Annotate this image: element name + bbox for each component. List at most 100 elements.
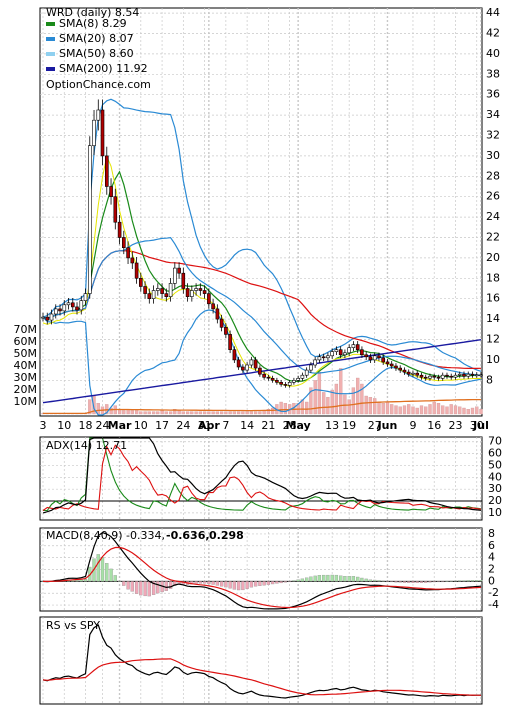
macd-grid (40, 528, 482, 611)
macd-histogram-bar (258, 581, 262, 586)
macd-signal-value: -0.636, (166, 529, 210, 542)
candle-body (92, 119, 96, 146)
volume-bar (194, 411, 198, 415)
volume-bar (419, 405, 424, 415)
legend-swatch (46, 67, 55, 71)
volume-bar (190, 411, 194, 415)
candle-body (224, 326, 228, 335)
candle-body (377, 355, 381, 359)
sma200-line (42, 339, 482, 404)
candle-body (130, 257, 135, 264)
volume-bar (130, 410, 134, 415)
volume-bar (228, 411, 232, 415)
volume-bar (368, 397, 373, 415)
macd-line (42, 531, 482, 610)
candle-body (389, 363, 394, 367)
candle-body (330, 351, 335, 357)
macd-histogram-bar (436, 581, 441, 583)
candle-body (279, 381, 283, 385)
macd-hist-value: 0.298 (209, 529, 244, 542)
volume-bar (215, 411, 220, 415)
macd-histogram-bar (343, 576, 347, 582)
legend-label: SMA(8) 8.29 (59, 17, 127, 30)
candle-body (88, 145, 92, 294)
candle-body (436, 376, 441, 379)
legend-swatch (46, 52, 55, 56)
candle-body (139, 277, 143, 287)
volume-bar (466, 409, 470, 415)
volume-bar (470, 407, 475, 415)
macd-histogram-bar (339, 575, 343, 582)
volume-bar (241, 411, 245, 415)
macd-histogram-bar (415, 581, 419, 583)
adx-title: ADX(14) 12.71 (46, 439, 127, 452)
volume-bar (185, 411, 190, 415)
candle-body (364, 354, 369, 358)
y-tick-label: 2 (488, 563, 495, 576)
volume-bars (41, 368, 483, 415)
macd-histogram-bar (424, 581, 428, 583)
volume-bar (143, 411, 147, 415)
legend-items: SMA(8) 8.29 SMA(20) 8.07 SMA(50) 8.60 SMA(2… (46, 17, 148, 75)
x-tick-label: 17 (155, 419, 169, 432)
volume-bar (402, 405, 407, 415)
y-tick-label: 10 (488, 506, 502, 519)
candle-body (406, 371, 411, 375)
candle-body (126, 247, 130, 259)
candle-body (300, 374, 305, 379)
candle-body (151, 290, 156, 299)
x-tick-label: 31 (198, 419, 212, 432)
volume-bar (317, 371, 322, 415)
macd-histogram-bar (139, 581, 143, 596)
candle-body (241, 366, 245, 371)
x-tick-label: 7 (222, 419, 229, 432)
macd-histogram-bar (288, 581, 292, 583)
macd-histogram-bar (470, 580, 475, 582)
candle-body (258, 367, 262, 375)
candle-body (156, 288, 160, 291)
candle-body (71, 302, 75, 308)
legend-swatch (46, 37, 55, 41)
macd-histogram-bar (347, 576, 351, 582)
y-tick-label: 32 (486, 129, 500, 142)
price-candles (41, 99, 483, 388)
macd-histogram-bar (241, 581, 245, 591)
rs-ma-line (42, 658, 482, 696)
macd-histogram-bar (109, 568, 113, 582)
macd-histogram-bar (390, 581, 394, 583)
macd-histogram-bar (356, 576, 360, 582)
volume-bar (224, 411, 228, 415)
macd-histogram-bar (449, 580, 453, 582)
volume-bar (232, 411, 237, 415)
macd-histogram-bar (309, 576, 313, 582)
candle-body (185, 288, 190, 297)
candle-body (83, 293, 88, 302)
y-tick-label: 30 (486, 149, 500, 162)
candle-body (466, 373, 471, 377)
y-tick-label: 4 (488, 551, 495, 564)
candle-body (351, 344, 356, 349)
volume-bar (249, 411, 254, 415)
candle-body (394, 365, 398, 369)
macd-histogram-bar (385, 581, 390, 583)
candle-body (449, 375, 454, 378)
macd-histogram-bar (198, 581, 203, 584)
minus-di-line (42, 444, 482, 511)
volume-bar (436, 403, 441, 415)
macd-histogram-bar (458, 580, 462, 582)
macd-histogram-bar (147, 581, 151, 597)
volume-bar (219, 411, 224, 415)
macd-histogram-bar (228, 581, 232, 589)
candle-body (79, 300, 84, 311)
macd-histogram-bar (75, 580, 79, 582)
y-tick-label: 30 (488, 482, 502, 495)
candle-body (419, 374, 424, 378)
y-tick-label: 50 (488, 458, 502, 471)
volume-bar (253, 411, 258, 415)
volume-bar (351, 387, 356, 415)
rs-line (42, 624, 481, 699)
candle-body (194, 288, 198, 291)
candle-body (385, 361, 390, 365)
x-tick-label: Jun (377, 419, 398, 432)
